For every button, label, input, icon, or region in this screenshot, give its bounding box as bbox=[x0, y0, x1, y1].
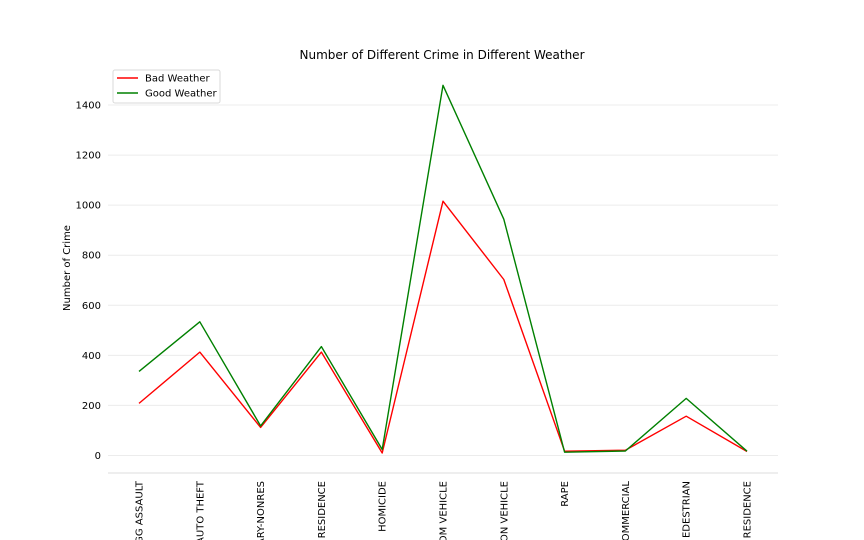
x-tick-label: RAPE bbox=[560, 481, 571, 507]
x-tick-label: AUTO THEFT bbox=[195, 480, 206, 540]
legend: Bad Weather Good Weather bbox=[112, 69, 221, 104]
x-tick-label: EDESTRIAN bbox=[682, 481, 693, 538]
series-line-good-weather bbox=[138, 84, 748, 453]
y-tick-label: 800 bbox=[82, 251, 101, 262]
chart-title: Number of Different Crime in Different W… bbox=[299, 48, 584, 62]
x-tick-label: AGG ASSAULT bbox=[135, 480, 146, 540]
legend-box bbox=[112, 69, 221, 104]
x-tick-label: OMMERCIAL bbox=[621, 481, 632, 540]
x-tick-label: HOMICIDE bbox=[378, 481, 389, 532]
grid-lines bbox=[108, 104, 778, 456]
x-tick-label: ARY-NONRES bbox=[256, 481, 267, 540]
legend-label: Good Weather bbox=[145, 89, 218, 100]
legend-label: Bad Weather bbox=[145, 74, 211, 85]
x-tick-label: ON VEHICLE bbox=[499, 481, 510, 540]
y-tick-label: 600 bbox=[82, 301, 101, 312]
y-tick-label: 400 bbox=[82, 351, 101, 362]
y-tick-label: 200 bbox=[82, 401, 101, 412]
y-axis-ticks: 0 200 400 600 800 1000 1200 1400 bbox=[76, 101, 101, 462]
x-tick-label: RESIDENCE bbox=[743, 481, 754, 538]
x-tick-label: OM VEHICLE bbox=[439, 481, 450, 540]
y-axis-label: Number of Crime bbox=[62, 225, 73, 311]
series-line-bad-weather bbox=[138, 200, 748, 454]
series-lines bbox=[138, 84, 748, 454]
x-axis-ticks: AGG ASSAULT AUTO THEFT ARY-NONRES RESIDENCE… bbox=[135, 480, 754, 540]
y-tick-label: 0 bbox=[95, 451, 101, 462]
y-tick-label: 1400 bbox=[76, 101, 101, 112]
y-tick-label: 1000 bbox=[76, 201, 101, 212]
x-tick-label: RESIDENCE bbox=[317, 481, 328, 538]
y-tick-label: 1200 bbox=[76, 151, 101, 162]
